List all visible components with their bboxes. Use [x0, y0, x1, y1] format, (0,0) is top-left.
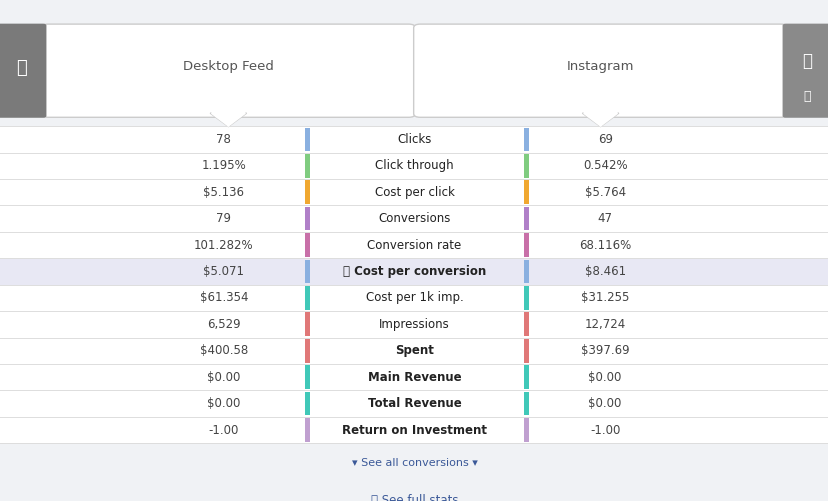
Text: $0.00: $0.00: [588, 397, 621, 410]
Bar: [305, 365, 310, 389]
Text: $400.58: $400.58: [200, 344, 248, 357]
Bar: [523, 313, 528, 336]
Bar: [305, 180, 310, 204]
Text: Click through: Click through: [375, 159, 453, 172]
Text: 12,724: 12,724: [584, 318, 625, 331]
Bar: [0, 258, 828, 285]
Text: Main Revenue: Main Revenue: [368, 371, 460, 384]
Bar: [523, 207, 528, 230]
Text: $31.255: $31.255: [580, 292, 628, 305]
Text: Conversion rate: Conversion rate: [367, 238, 461, 252]
Text: $0.00: $0.00: [588, 371, 621, 384]
FancyBboxPatch shape: [782, 24, 828, 118]
Polygon shape: [212, 113, 245, 125]
Text: $0.00: $0.00: [207, 397, 240, 410]
Bar: [305, 260, 310, 283]
Text: $0.00: $0.00: [207, 371, 240, 384]
Text: $5.136: $5.136: [203, 186, 244, 199]
Text: $61.354: $61.354: [200, 292, 248, 305]
Bar: [305, 392, 310, 415]
Bar: [523, 339, 528, 363]
Bar: [523, 418, 528, 442]
Bar: [523, 180, 528, 204]
Bar: [305, 207, 310, 230]
Text: Return on Investment: Return on Investment: [342, 423, 486, 436]
Text: 👎: 👎: [802, 53, 811, 71]
Polygon shape: [583, 113, 616, 125]
Polygon shape: [210, 113, 247, 127]
FancyBboxPatch shape: [314, 484, 514, 501]
Text: -1.00: -1.00: [590, 423, 619, 436]
Bar: [523, 154, 528, 177]
Bar: [305, 286, 310, 310]
Text: 📊 See full stats: 📊 See full stats: [370, 494, 458, 501]
Bar: [305, 127, 310, 151]
Text: 1.195%: 1.195%: [201, 159, 246, 172]
Text: Desktop Feed: Desktop Feed: [183, 60, 273, 73]
Text: Total Revenue: Total Revenue: [367, 397, 461, 410]
Text: 0.542%: 0.542%: [582, 159, 627, 172]
Text: ▾ See all conversions ▾: ▾ See all conversions ▾: [351, 458, 477, 468]
Bar: [523, 233, 528, 257]
Bar: [305, 339, 310, 363]
Bar: [523, 286, 528, 310]
Text: Conversions: Conversions: [378, 212, 450, 225]
Polygon shape: [581, 113, 618, 127]
Text: ⏸: ⏸: [802, 90, 811, 103]
Text: $397.69: $397.69: [580, 344, 628, 357]
Text: Spent: Spent: [395, 344, 433, 357]
Text: Cost per click: Cost per click: [374, 186, 454, 199]
Text: 69: 69: [597, 133, 612, 146]
FancyBboxPatch shape: [413, 24, 787, 117]
Text: 🏆 Cost per conversion: 🏆 Cost per conversion: [343, 265, 485, 278]
Text: 79: 79: [216, 212, 231, 225]
FancyBboxPatch shape: [41, 24, 415, 117]
Text: 👍: 👍: [17, 60, 26, 77]
Bar: [0, 126, 828, 443]
Text: Instagram: Instagram: [566, 60, 633, 73]
FancyBboxPatch shape: [0, 24, 46, 118]
Bar: [523, 127, 528, 151]
Text: 68.116%: 68.116%: [578, 238, 631, 252]
Text: $8.461: $8.461: [584, 265, 625, 278]
Bar: [523, 392, 528, 415]
Text: 6,529: 6,529: [207, 318, 240, 331]
Text: Clicks: Clicks: [397, 133, 431, 146]
Bar: [305, 233, 310, 257]
Bar: [305, 418, 310, 442]
Text: $5.071: $5.071: [203, 265, 244, 278]
Text: Cost per 1k imp.: Cost per 1k imp.: [365, 292, 463, 305]
Bar: [523, 260, 528, 283]
Text: -1.00: -1.00: [209, 423, 238, 436]
Text: 78: 78: [216, 133, 231, 146]
Text: 101.282%: 101.282%: [194, 238, 253, 252]
Text: 47: 47: [597, 212, 612, 225]
Bar: [523, 365, 528, 389]
Bar: [305, 154, 310, 177]
Text: $5.764: $5.764: [584, 186, 625, 199]
Bar: [305, 313, 310, 336]
Text: Impressions: Impressions: [378, 318, 450, 331]
